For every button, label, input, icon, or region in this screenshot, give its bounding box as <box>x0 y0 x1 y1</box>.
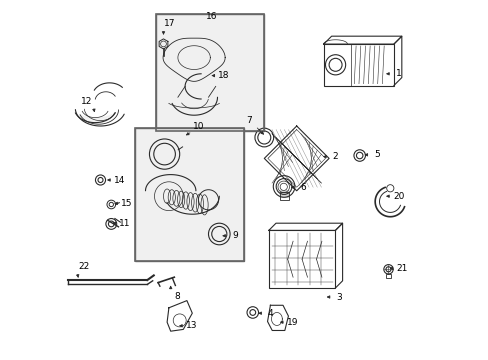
Text: 9: 9 <box>231 231 237 240</box>
Bar <box>268 230 335 288</box>
Text: 18: 18 <box>218 71 229 80</box>
Text: 7: 7 <box>245 117 251 126</box>
Text: 4: 4 <box>267 309 273 318</box>
Text: 2: 2 <box>332 152 338 161</box>
Text: 21: 21 <box>396 264 407 273</box>
Bar <box>134 128 244 261</box>
Text: 22: 22 <box>78 262 89 271</box>
Text: 16: 16 <box>205 12 217 21</box>
Text: 15: 15 <box>121 199 132 208</box>
Text: 19: 19 <box>286 318 298 327</box>
Text: 13: 13 <box>185 321 197 330</box>
Text: 6: 6 <box>300 183 305 192</box>
Text: 5: 5 <box>373 150 379 159</box>
Bar <box>156 14 264 131</box>
Bar <box>385 274 390 278</box>
Text: 10: 10 <box>193 122 204 131</box>
Bar <box>134 128 244 261</box>
Text: 11: 11 <box>119 219 130 228</box>
Text: 20: 20 <box>392 192 404 201</box>
Text: 12: 12 <box>81 97 92 106</box>
Bar <box>323 44 393 86</box>
Text: 17: 17 <box>164 19 175 28</box>
Text: 3: 3 <box>336 292 341 302</box>
Bar <box>156 14 264 131</box>
Text: 1: 1 <box>395 69 401 78</box>
Text: 14: 14 <box>114 176 125 185</box>
Bar <box>279 192 288 200</box>
Text: 8: 8 <box>174 292 180 301</box>
